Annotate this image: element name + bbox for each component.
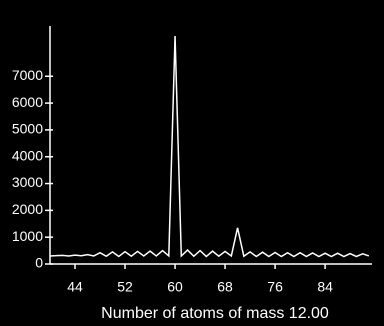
x-tick-label: 84 [317,279,333,295]
y-tick-label: 5000 [12,121,43,137]
y-tick-label: 1000 [12,228,43,244]
x-tick-label: 68 [217,279,233,295]
x-tick-label: 60 [167,279,183,295]
x-tick-label: 52 [117,279,133,295]
x-tick-label: 44 [67,279,83,295]
y-tick-label: 6000 [12,94,43,110]
x-axis-label: Number of atoms of mass 12.00 [101,305,329,322]
line [49,36,370,258]
y-tick-label: 3000 [12,174,43,190]
y-tick-label: 7000 [12,67,43,83]
y-tick-label: 2000 [12,201,43,217]
y-tick-label: 0 [35,255,43,271]
x-tick-label: 76 [267,279,283,295]
y-tick-label: 4000 [12,147,43,163]
